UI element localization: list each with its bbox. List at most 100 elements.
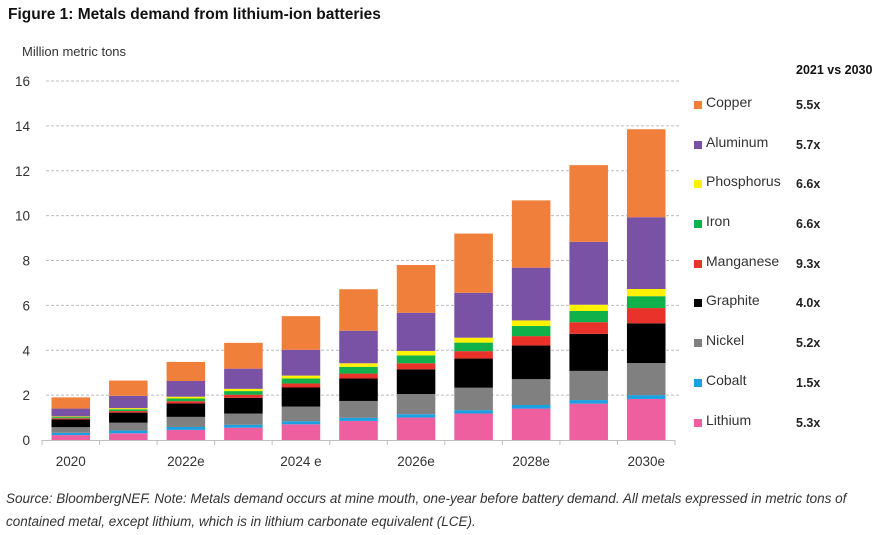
bar-segment-graphite (511, 345, 551, 380)
bar-segment-copper (511, 200, 551, 268)
bar-segment-lithium (339, 420, 378, 440)
bar-segment-cobalt (224, 424, 263, 428)
bar-segment-graphite (51, 419, 91, 428)
y-tick-label: 16 (15, 74, 30, 89)
bar-segment-lithium (51, 435, 91, 440)
legend-label: Graphite (706, 292, 760, 309)
bar-segment-phosphorus (224, 388, 263, 392)
bar-segment-graphite (281, 387, 321, 407)
legend-swatch (694, 101, 702, 109)
y-tick-label: 12 (15, 164, 30, 179)
bar-segment-lithium (569, 403, 608, 440)
legend-ratio: 5.2x (796, 336, 821, 351)
legend-label: Aluminum (706, 133, 769, 150)
bar-segment-aluminum (281, 349, 321, 376)
bar-segment-manganese (626, 308, 666, 324)
bar-segment-cobalt (454, 410, 493, 414)
bar-segment-manganese (281, 383, 321, 388)
y-tick-label: 6 (22, 298, 30, 313)
bar-segment-copper (454, 233, 493, 293)
bar-segment-aluminum (51, 408, 91, 417)
bar-segment-nickel (569, 370, 608, 401)
bar-segment-phosphorus (454, 337, 493, 343)
bar-segment-graphite (166, 403, 206, 417)
bar-segment-lithium (396, 417, 436, 440)
bar-segment-graphite (224, 397, 263, 414)
bar-segment-nickel (396, 394, 436, 415)
bar-segment-graphite (569, 333, 608, 371)
bar-segment-lithium (224, 427, 263, 440)
legend-label: Nickel (706, 332, 745, 349)
bar-segment-lithium (454, 413, 493, 440)
bar-segment-phosphorus (511, 320, 551, 327)
legend-label: Iron (706, 213, 731, 230)
bar-segment-manganese (569, 322, 608, 334)
bar-segment-nickel (454, 387, 493, 411)
bar-segment-manganese (166, 401, 206, 404)
bar-segment-lithium (166, 429, 206, 440)
bar-segment-iron (166, 398, 206, 402)
legend-ratio: 6.6x (796, 177, 821, 192)
bar-segment-manganese (454, 351, 493, 359)
bar-segment-manganese (396, 363, 436, 370)
bar-segment-aluminum (166, 380, 206, 397)
bar-segment-phosphorus (109, 408, 148, 410)
legend-ratio: 9.3x (796, 256, 821, 271)
bar-segment-aluminum (396, 312, 436, 351)
bar-segment-graphite (454, 358, 493, 388)
bar-segment-cobalt (166, 426, 206, 430)
bar-segment-nickel (626, 363, 666, 396)
legend-swatch (694, 339, 702, 348)
bar-segment-nickel (109, 422, 148, 431)
bar-segment-manganese (224, 394, 263, 398)
legend-ratio: 5.7x (796, 137, 821, 152)
bar-segment-nickel (511, 379, 551, 405)
bar-segment-lithium (511, 408, 551, 440)
legend-label: Lithium (706, 411, 752, 428)
bar-segment-iron (281, 378, 321, 384)
bar-segment-phosphorus (626, 288, 666, 297)
bar-segment-phosphorus (51, 416, 91, 418)
bar-segment-copper (166, 361, 206, 381)
bar-segment-graphite (109, 412, 148, 423)
x-tick-label: 2030e (627, 454, 665, 469)
bar-segment-lithium (109, 433, 148, 440)
legend-label: Phosphorus (706, 173, 781, 190)
legend-label: Cobalt (706, 371, 747, 388)
bar-segment-nickel (281, 406, 321, 422)
bar-segment-copper (569, 165, 608, 242)
x-tick-label: 2024 e (280, 454, 321, 469)
bar-segment-aluminum (224, 368, 263, 389)
bar-segment-aluminum (511, 267, 551, 321)
bar-segment-copper (626, 129, 666, 218)
legend-swatch (694, 418, 702, 427)
legend-ratio: 4.0x (796, 296, 821, 311)
bar-segment-copper (224, 342, 263, 369)
legend-ratio: 6.6x (796, 217, 821, 232)
bar-segment-lithium (281, 424, 321, 440)
figure-title: Figure 1: Metals demand from lithium-ion… (8, 6, 381, 23)
bar-segment-manganese (339, 373, 378, 379)
bar-segment-cobalt (51, 432, 91, 436)
legend-ratio: 5.3x (796, 415, 821, 430)
bar-segment-aluminum (626, 217, 666, 289)
legend-ratio: 5.5x (796, 98, 821, 112)
bar-segment-cobalt (109, 430, 148, 434)
bar-segment-phosphorus (339, 363, 378, 367)
y-tick-label: 10 (15, 209, 30, 224)
bar-segment-cobalt (396, 414, 436, 418)
legend-swatch (694, 259, 702, 268)
source-note: Source: BloombergNEF. Note: Metals deman… (6, 491, 847, 529)
bar-segment-iron (511, 326, 551, 337)
bar-segment-nickel (166, 416, 206, 427)
y-tick-label: 0 (22, 433, 30, 448)
legend-label: Copper (706, 94, 752, 110)
legend-label: Manganese (706, 252, 780, 269)
y-axis-label: Million metric tons (22, 44, 127, 59)
legend-swatch (694, 180, 702, 189)
bar-segment-lithium (626, 398, 666, 440)
x-tick-label: 2028e (512, 454, 550, 469)
bar-segment-phosphorus (166, 396, 206, 399)
bar-segment-iron (454, 342, 493, 352)
bar-segment-iron (569, 310, 608, 323)
